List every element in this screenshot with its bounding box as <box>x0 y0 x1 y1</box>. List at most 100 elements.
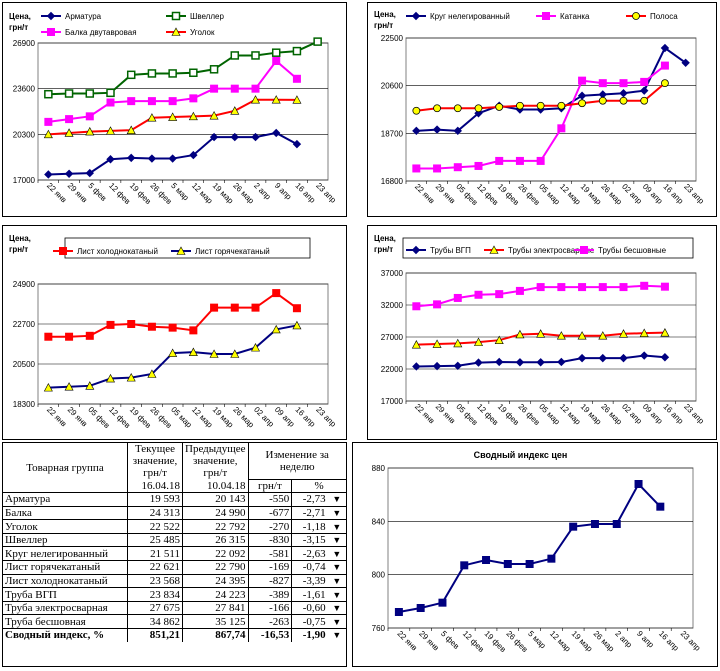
data-point <box>494 335 504 344</box>
data-point <box>189 150 198 160</box>
data-point <box>598 79 607 88</box>
y-tick-label: 23600 <box>13 85 36 94</box>
data-point <box>292 139 302 149</box>
chart-panel-index: 760 800 840 880 22 янв 29 янв 5 фев 12 фев 19 фе… <box>352 442 718 667</box>
row-change-uah: -581 <box>247 546 292 561</box>
row-change-uah: -263 <box>247 614 292 629</box>
y-tick-label: 840 <box>372 517 386 526</box>
x-tick-label: 09 апр <box>273 405 297 429</box>
x-tick-label: 19 мар <box>579 182 604 207</box>
data-point <box>147 69 157 78</box>
data-point <box>598 96 607 105</box>
x-tick-label: 29 янв <box>417 629 440 652</box>
data-point <box>577 331 587 340</box>
data-point <box>515 156 524 165</box>
y-tick-label: 20600 <box>381 82 404 91</box>
data-point <box>453 338 463 348</box>
x-tick-label: 23 апр <box>314 405 338 429</box>
x-tick-label: 12 фев <box>475 182 500 207</box>
data-point <box>453 293 462 302</box>
data-point <box>64 382 74 391</box>
data-point <box>271 324 281 334</box>
row-prev: 24 395 <box>182 573 248 588</box>
data-point <box>433 104 441 113</box>
data-point <box>292 95 302 104</box>
data-point <box>412 126 421 136</box>
data-point <box>556 331 566 340</box>
series-4 <box>43 95 302 139</box>
data-point <box>640 86 649 95</box>
data-point <box>453 104 462 113</box>
legend-label: Уголок <box>190 28 215 37</box>
row-prev: 867,74 <box>182 628 248 642</box>
data-point <box>460 561 469 570</box>
data-point <box>272 289 281 298</box>
x-tick-label: 23 апр <box>314 181 338 205</box>
data-point <box>640 281 649 290</box>
data-point <box>189 326 198 335</box>
data-point <box>168 323 177 332</box>
y-tick-label: 18700 <box>381 129 404 138</box>
legend-label: Круг нелегированный <box>430 12 510 21</box>
data-point <box>495 357 504 367</box>
x-tick-label: 22 янв <box>413 402 436 425</box>
data-point <box>44 89 53 99</box>
data-point <box>640 96 649 105</box>
data-point <box>578 283 587 292</box>
data-point <box>44 170 53 179</box>
data-point <box>515 358 525 367</box>
x-tick-label: 23 апр <box>682 402 706 426</box>
chart-panel-round-wire: 16800 18700 20600 22500 22 янв 29 янв 05 фев 12… <box>367 2 717 217</box>
x-tick-label: 26 фев <box>149 181 174 206</box>
data-point <box>85 112 94 121</box>
series-2 <box>44 37 322 99</box>
data-point <box>474 337 483 346</box>
x-tick-label: 12 мар <box>190 181 215 206</box>
row-name: Балка <box>3 505 128 520</box>
data-point <box>661 79 669 88</box>
x-tick-label: 22 янв <box>45 405 68 428</box>
row-prev: 22 092 <box>182 546 248 561</box>
data-point <box>272 56 281 65</box>
data-point <box>209 65 219 74</box>
series-1 <box>412 351 670 371</box>
down-arrow-icon: ▼ <box>327 560 346 575</box>
header-current: Текущее значение, грн/т <box>127 443 183 479</box>
x-tick-label: 16 апр <box>294 181 318 205</box>
legend-marker <box>580 246 588 254</box>
row-change-pct: -1,61 <box>291 587 328 602</box>
data-point <box>516 101 524 110</box>
series-1 <box>394 480 665 616</box>
data-point <box>495 103 504 111</box>
price-table: Товарная группа Текущее значение, грн/т … <box>2 442 347 667</box>
data-point <box>634 480 643 488</box>
down-arrow-icon: ▼ <box>327 492 346 507</box>
data-point <box>271 95 281 104</box>
row-change-uah: -830 <box>247 532 292 547</box>
row-current: 25 485 <box>127 532 183 547</box>
y-tick-label: 20300 <box>13 130 36 139</box>
plot-area <box>37 42 329 181</box>
data-point <box>127 153 136 163</box>
data-point <box>536 156 545 165</box>
row-change-uah: -169 <box>247 560 292 575</box>
date-prev: 10.04.18 <box>182 479 248 493</box>
y-tick-label: 24900 <box>13 280 36 289</box>
x-tick-label: 29 янв <box>66 405 89 428</box>
data-point <box>230 132 239 142</box>
x-tick-label: 02 апр <box>620 402 644 426</box>
row-change-pct: -2,73 <box>291 492 328 507</box>
data-point <box>639 328 649 337</box>
data-point <box>640 77 649 86</box>
legend-label: Катанка <box>560 12 590 21</box>
legend-marker <box>47 28 55 36</box>
down-arrow-icon: ▼ <box>327 505 346 520</box>
data-point <box>557 101 566 110</box>
data-point <box>438 598 447 607</box>
legend-label: Швеллер <box>190 12 224 21</box>
data-point <box>416 604 425 612</box>
legend-label: Балка двутавровая <box>65 28 137 37</box>
row-current: 23 834 <box>127 587 183 602</box>
x-tick-label: 26 фев <box>504 629 529 654</box>
